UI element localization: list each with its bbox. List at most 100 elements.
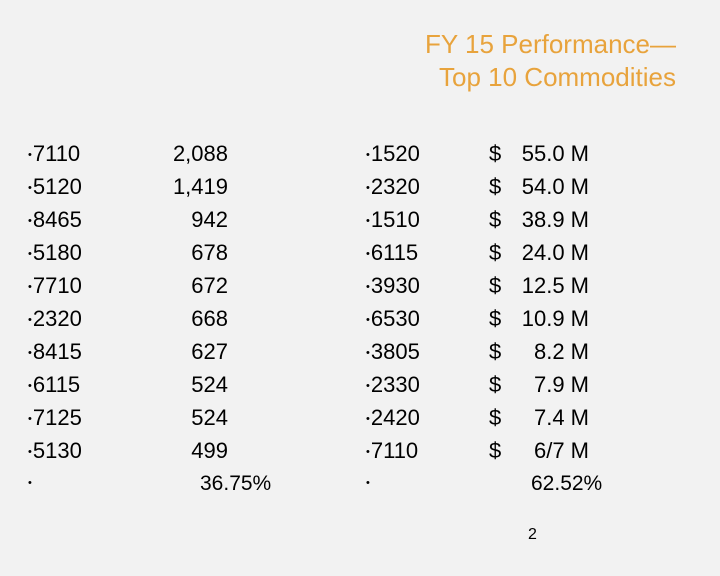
- commodity-code-value: 7110: [32, 141, 81, 166]
- commodity-count: 668: [130, 302, 228, 335]
- bullet-icon: •: [366, 148, 370, 161]
- left-total-row: • 36.75%: [28, 467, 271, 500]
- commodity-code: •7125: [28, 401, 138, 434]
- bullet-icon: •: [366, 280, 370, 293]
- bullet-icon: •: [366, 214, 370, 227]
- currency-symbol: $: [489, 141, 502, 166]
- commodity-count: 678: [130, 236, 228, 269]
- commodity-amount: 7.9 M: [505, 368, 589, 401]
- commodity-code-value: 6115: [32, 372, 81, 397]
- commodity-count: 672: [130, 269, 228, 302]
- commodity-count-value: 672: [191, 273, 228, 298]
- commodity-code-value: 8465: [32, 207, 82, 232]
- commodity-count-value: 942: [191, 207, 228, 232]
- currency-symbol: $: [489, 174, 502, 199]
- commodity-count: 499: [130, 434, 228, 467]
- commodity-code: •5130: [28, 434, 138, 467]
- bullet-icon: •: [28, 181, 32, 194]
- commodity-code: •2330: [366, 368, 476, 401]
- commodity-count: 1,419: [130, 170, 228, 203]
- commodity-code: •3930: [366, 269, 476, 302]
- commodity-amount: 10.9 M: [505, 302, 589, 335]
- commodity-code: •6530: [366, 302, 476, 335]
- commodity-code-value: 5180: [32, 240, 82, 265]
- bullet-icon: •: [28, 346, 32, 359]
- currency-symbol: $: [489, 207, 502, 232]
- right-currency-list: $ $ $ $ $ $ $ $ $ $: [489, 137, 509, 467]
- currency-symbol: $: [489, 306, 502, 331]
- bullet-icon: •: [366, 412, 370, 425]
- bullet-icon: •: [28, 247, 32, 260]
- commodity-amount: 38.9 M: [505, 203, 589, 236]
- bullet-icon: •: [366, 379, 370, 392]
- bullet-icon: •: [366, 247, 370, 260]
- commodity-count-value: 2,088: [172, 141, 228, 166]
- commodity-count-value: 524: [191, 405, 228, 430]
- currency-symbol: $: [489, 240, 502, 265]
- bullet-icon: •: [366, 346, 370, 359]
- commodity-amount-value: 7.9 M: [533, 372, 589, 397]
- title-line-2: Top 10 Commodities: [439, 62, 676, 92]
- bullet-icon: •: [28, 280, 32, 293]
- commodity-count-value: 1,419: [172, 174, 228, 199]
- bullet-icon: •: [28, 148, 32, 161]
- title-line-1: FY 15 Performance—: [425, 29, 676, 59]
- commodity-code-value: 7110: [370, 438, 419, 463]
- commodity-code-value: 8415: [32, 339, 82, 364]
- commodity-amount-value: 38.9 M: [521, 207, 589, 232]
- bullet-icon: •: [366, 313, 370, 326]
- commodity-code-value: 1520: [370, 141, 420, 166]
- commodity-amount: 8.2 M: [505, 335, 589, 368]
- commodity-code: •1520: [366, 137, 476, 170]
- commodity-code: •1510: [366, 203, 476, 236]
- commodity-count-value: 627: [191, 339, 228, 364]
- commodity-code: •2320: [28, 302, 138, 335]
- left-code-list: •7110 •5120 •8465 •5180 •7710 •2320 •8415 •6115…: [28, 137, 138, 467]
- commodity-code: •7110: [28, 137, 138, 170]
- commodity-amount-value: 55.0 M: [521, 141, 589, 166]
- commodity-code: •8465: [28, 203, 138, 236]
- commodity-amount: 12.5 M: [505, 269, 589, 302]
- commodity-code-value: 3805: [370, 339, 420, 364]
- right-total-value: 62.52%: [531, 472, 603, 495]
- slide-title: FY 15 Performance— Top 10 Commodities: [425, 28, 676, 94]
- bullet-icon: •: [28, 379, 32, 392]
- right-code-list: •1520 •2320 •1510 •6115 •3930 •6530 •3805 •2330…: [366, 137, 476, 467]
- commodity-code-value: 5120: [32, 174, 82, 199]
- commodity-amount-value: 24.0 M: [521, 240, 589, 265]
- commodity-code-value: 2330: [370, 372, 420, 397]
- commodity-code-value: 2320: [32, 306, 82, 331]
- right-amount-list: 55.0 M 54.0 M 38.9 M 24.0 M 12.5 M 10.9 M 8.2 …: [505, 137, 589, 467]
- bullet-icon: •: [28, 214, 32, 227]
- currency-symbol: $: [489, 339, 502, 364]
- commodity-count: 942: [130, 203, 228, 236]
- currency-symbol: $: [489, 438, 502, 463]
- commodity-code: •6115: [28, 368, 138, 401]
- commodity-amount-value: 7.4 M: [533, 405, 589, 430]
- commodity-amount-value: 6/7 M: [533, 438, 589, 463]
- commodity-code-value: 5130: [32, 438, 82, 463]
- commodity-amount: 24.0 M: [505, 236, 589, 269]
- currency-symbol: $: [489, 273, 502, 298]
- commodity-count-value: 499: [191, 438, 228, 463]
- right-total-bullet: •: [366, 477, 370, 489]
- commodity-code: •8415: [28, 335, 138, 368]
- commodity-count: 524: [130, 401, 228, 434]
- commodity-amount-value: 12.5 M: [521, 273, 589, 298]
- commodity-code: •7710: [28, 269, 138, 302]
- bullet-icon: •: [366, 181, 370, 194]
- commodity-code: •3805: [366, 335, 476, 368]
- commodity-code-value: 3930: [370, 273, 420, 298]
- bullet-icon: •: [28, 445, 32, 458]
- commodity-code: •2320: [366, 170, 476, 203]
- left-count-list: 2,088 1,419 942 678 672 668 627 524 524 499: [130, 137, 228, 467]
- commodity-code: •6115: [366, 236, 476, 269]
- commodity-count: 2,088: [130, 137, 228, 170]
- commodity-code-value: 6115: [370, 240, 419, 265]
- commodity-code-value: 7125: [32, 405, 82, 430]
- bullet-icon: •: [28, 313, 32, 326]
- commodity-amount: 55.0 M: [505, 137, 589, 170]
- currency-symbol: $: [489, 405, 502, 430]
- commodity-count: 524: [130, 368, 228, 401]
- left-total-bullet: •: [28, 477, 32, 489]
